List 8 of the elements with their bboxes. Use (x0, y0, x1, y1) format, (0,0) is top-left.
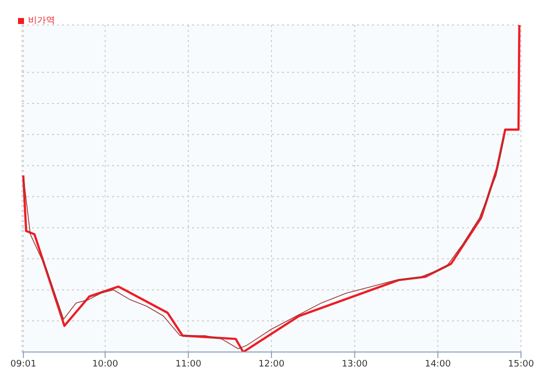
x-tick-label: 12:00 (258, 359, 285, 370)
x-tick-label: 09:01 (10, 359, 36, 370)
x-tick-label: 15:00 (508, 359, 534, 370)
x-tick-label: 10:00 (92, 359, 118, 370)
x-tick-label: 14:00 (424, 359, 452, 370)
legend-label: 비가역 (28, 16, 55, 26)
x-tick-label: 11:00 (175, 359, 202, 370)
x-tick-label: 13:00 (342, 359, 368, 370)
